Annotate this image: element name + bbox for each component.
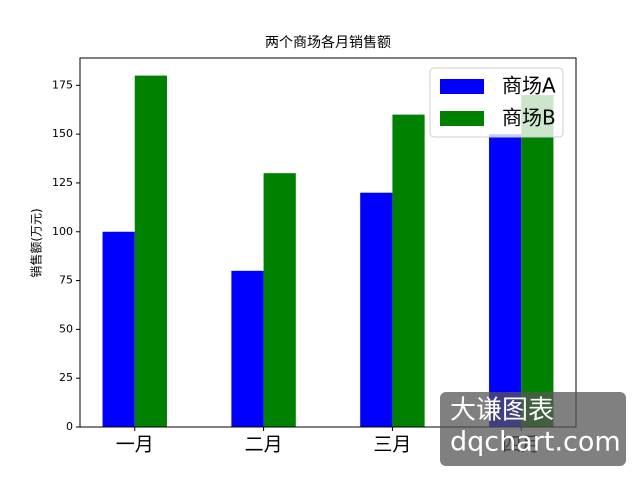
y-axis-label: 销售额(万元)	[29, 208, 44, 277]
x-tick-label: 一月	[116, 434, 154, 456]
bar	[489, 134, 522, 427]
legend-label: 商场A	[502, 74, 556, 98]
y-tick-label: 100	[52, 225, 73, 238]
bar	[102, 231, 135, 427]
watermark-text: dqchart.com	[450, 427, 621, 458]
watermark-box	[440, 392, 626, 466]
y-tick-label: 175	[52, 78, 73, 91]
x-tick-label: 二月	[245, 434, 283, 456]
y-tick-label: 50	[59, 322, 73, 335]
y-tick-label: 0	[66, 420, 73, 433]
bar	[263, 173, 296, 427]
y-tick-label: 125	[52, 176, 73, 189]
legend-swatch	[440, 79, 484, 94]
bar	[231, 270, 264, 427]
y-tick-label: 25	[59, 371, 73, 384]
legend-swatch	[440, 111, 484, 126]
y-tick-label: 75	[59, 274, 73, 287]
watermark-text: 大谦图表	[450, 396, 554, 426]
y-tick-label: 150	[52, 127, 73, 140]
bar	[360, 192, 393, 427]
legend: 商场A 商场B	[429, 67, 564, 138]
bar	[392, 114, 425, 427]
bar	[134, 75, 167, 428]
x-tick-label: 三月	[373, 434, 411, 456]
plot-frame	[79, 57, 577, 428]
chart-title: 两个商场各月销售额	[265, 35, 391, 51]
legend-label: 商场B	[502, 106, 556, 130]
bar	[521, 95, 554, 427]
